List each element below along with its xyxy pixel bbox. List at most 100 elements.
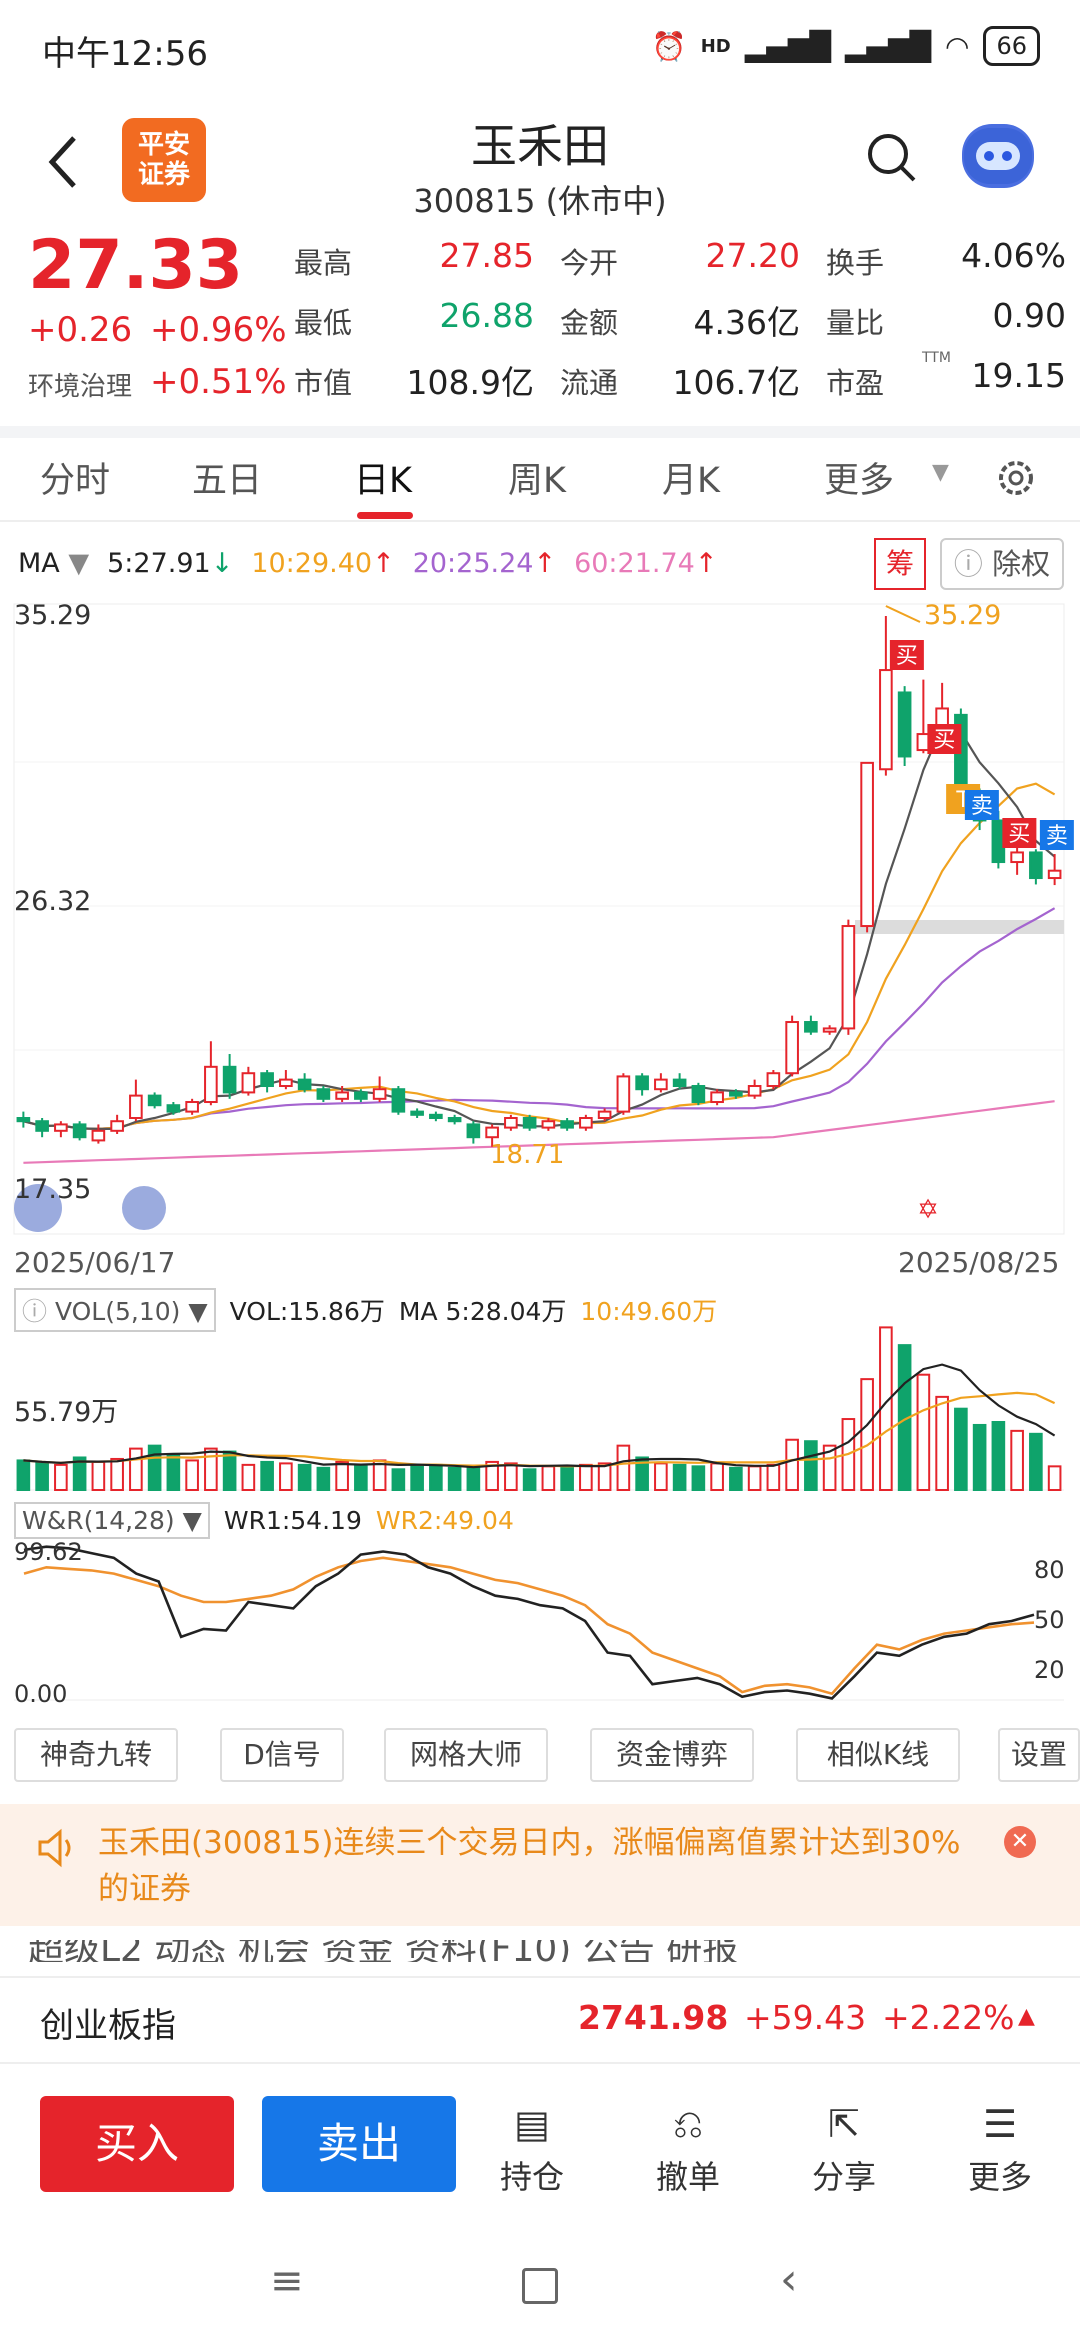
candle-body [16,1117,31,1123]
stat-value: 19.15 [971,356,1066,395]
ma-legend: MA ▼ 5:27.91↓ 10:29.40↑ 20:25.24↑ 60:21.… [18,548,717,579]
content-tabs-clipped[interactable]: 超级L2 动态 机会 资金 资料(F10) 公告 研报 [28,1940,739,1962]
alert-banner[interactable]: 玉禾田(300815)连续三个交易日内，涨幅偏离值累计达到30%的证券 ✕ [0,1804,1080,1926]
triangle-up-icon: ▲ [1018,2004,1035,2029]
ma20-value: 20:25.24↑ [412,548,557,579]
cancel-order-button[interactable]: ⎌ 撤单 [628,2096,748,2198]
trade-marker [1002,818,1037,848]
vol-ma5-line [23,1363,1056,1469]
ex-rights-button[interactable]: ⓘ 除权 [940,538,1064,590]
volume-bar [785,1438,799,1492]
volume-bar [241,1463,256,1491]
tool-fund-game[interactable]: 资金博弈 [590,1728,754,1782]
volume-bar [710,1462,724,1492]
index-change: +59.43 [744,1998,867,2037]
double-chevron-icon [14,1184,62,1232]
candle-body [410,1110,424,1116]
wifi-icon: ◠ [945,29,970,63]
volume-bar [447,1466,462,1491]
vol-indicator-selector[interactable]: ⓘ VOL(5,10) ▼ [14,1288,216,1332]
signal-icon-2: ▂▄▆█ [844,29,932,63]
stat-value: 4.06% [961,236,1066,275]
tool-magic-nine[interactable]: 神奇九转 [14,1728,178,1782]
y-axis-high: 35.29 [14,600,92,631]
tool-d-signal[interactable]: D信号 [220,1728,344,1782]
tab-weekly-k[interactable]: 周K [508,461,566,501]
menu-icon[interactable]: ≡ [270,2258,304,2304]
candle-body [91,1129,106,1142]
fullscreen-icon [122,1186,166,1230]
sell-button[interactable]: 卖出 [262,2096,456,2192]
volume-bar [935,1395,949,1491]
active-tab-indicator [357,512,413,519]
volume-bar [804,1440,818,1492]
volume-bar [166,1453,181,1491]
tool-grid-master[interactable]: 网格大师 [384,1728,548,1782]
tab-monthly-k[interactable]: 月K [662,461,720,501]
wr-top-label: 99.62 [14,1538,83,1566]
back-nav-icon[interactable]: ‹ [780,2254,798,2305]
back-icon[interactable] [44,132,84,192]
assistant-robot-icon[interactable] [962,124,1034,188]
divider [0,426,1080,438]
trade-marker [889,640,924,670]
speaker-icon [38,1828,71,1868]
home-icon[interactable] [522,2268,558,2304]
price-change-pct: +0.96% [150,310,287,350]
current-price: 27.33 [28,226,244,305]
period-tabs: 分时 五日 日K 周K 月K 更多 ▼ [0,438,1080,519]
more-button[interactable]: ☰ 更多 [940,2096,1060,2198]
tool-settings[interactable]: 设置 [998,1728,1080,1782]
candle-body [785,1021,799,1075]
tool-similar-k[interactable]: 相似K线 [796,1728,960,1782]
candle-body [372,1088,387,1100]
sector-name[interactable]: 环境治理 [28,372,133,402]
tab-more[interactable]: 更多 [824,461,895,501]
stat-value: 0.90 [992,296,1066,335]
volume-bar [954,1407,968,1492]
network-label: HD [700,35,731,57]
candle-body [1047,869,1062,880]
kline-chart[interactable]: 买买T 卖买 卖✡ [0,596,1080,1716]
index-name: 创业板指 [40,2006,176,2046]
candle-body [185,1101,199,1113]
ma-selector[interactable]: MA ▼ [18,548,90,579]
tab-five-day[interactable]: 五日 [192,461,263,501]
volume-bar [1047,1465,1062,1491]
candle-body [316,1088,331,1100]
candle-body [391,1088,406,1113]
volume-bar [860,1378,874,1492]
volume-bar [691,1465,706,1491]
stat-value: 26.88 [439,296,534,335]
search-icon[interactable] [866,132,918,184]
stat-value: 27.85 [439,236,534,275]
index-bar[interactable]: 创业板指 2741.98 +59.43 +2.22% ▲ [0,1976,1080,2064]
volume-bar [185,1459,199,1492]
trade-marker [964,790,999,820]
wr-indicator-selector[interactable]: W&R(14,28) ▼ [14,1502,210,1539]
ttm-label: TTM [922,350,951,366]
position-button[interactable]: ▤ 持仓 [472,2096,592,2198]
candle-body [597,1110,612,1120]
gear-icon[interactable] [994,456,1038,500]
ma60-value: 60:21.74↑ [574,548,718,579]
date-end: 2025/08/25 [898,1246,1060,1279]
date-start: 2025/06/17 [14,1246,176,1279]
volume-bar [391,1468,406,1491]
vol-ma10: 10:49.60万 [580,1297,718,1326]
chevron-down-icon[interactable]: ▼ [932,460,949,485]
wr-level-20: 20 [1034,1656,1065,1684]
share-icon: ⇱ [828,2102,860,2146]
share-button[interactable]: ⇱ 分享 [784,2096,904,2198]
buy-button[interactable]: 买入 [40,2096,234,2192]
tab-intraday[interactable]: 分时 [40,461,111,501]
candle-body [279,1078,293,1088]
ma10-line [23,782,1056,1131]
sector-change-pct: +0.51% [150,362,287,402]
stat-label: 市盈 [826,366,885,400]
chip-distribution-button[interactable]: 筹 [874,538,926,590]
tab-daily-k[interactable]: 日K [354,461,412,501]
volume-bar [429,1463,443,1491]
wr-level-80: 80 [1034,1556,1065,1584]
close-icon[interactable]: ✕ [1004,1826,1036,1858]
